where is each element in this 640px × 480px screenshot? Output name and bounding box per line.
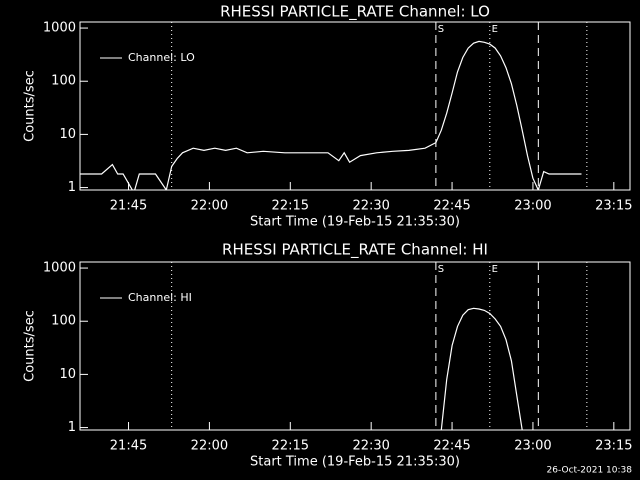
marker-label: S: [438, 264, 444, 275]
y-tick-label: 10: [59, 127, 76, 142]
y-tick-label: 10: [59, 367, 76, 382]
data-line: [440, 307, 523, 430]
x-tick-label: 21:45: [110, 439, 147, 454]
y-tick-label: 1: [68, 420, 76, 435]
plot-frame: [79, 21, 631, 191]
chart-title: RHESSI PARTICLE_RATE Channel: LO: [220, 3, 490, 22]
plot-frame: [79, 261, 631, 431]
x-tick-label: 23:15: [595, 439, 632, 454]
x-tick-label: 22:15: [272, 439, 309, 454]
x-tick-label: 22:45: [433, 439, 470, 454]
x-tick-label: 22:15: [272, 199, 309, 214]
y-axis-label: Counts/sec: [23, 70, 38, 142]
legend-label: Channel: LO: [128, 51, 195, 64]
x-tick-label: 22:00: [191, 199, 228, 214]
y-tick-label: 100: [51, 74, 76, 89]
y-axis-label: Counts/sec: [23, 310, 38, 382]
data-line: [80, 40, 582, 190]
footer-timestamp: 26-Oct-2021 10:38: [547, 466, 633, 476]
x-tick-label: 22:30: [352, 199, 389, 214]
y-tick-label: 1000: [43, 21, 76, 36]
x-tick-label: 21:45: [110, 199, 147, 214]
marker-label: S: [438, 24, 444, 35]
marker-label: E: [492, 24, 498, 35]
x-tick-label: 23:00: [514, 199, 551, 214]
y-tick-label: 1: [68, 180, 76, 195]
x-axis-label: Start Time (19-Feb-15 21:35:30): [250, 455, 460, 470]
x-tick-label: 22:45: [433, 199, 470, 214]
y-tick-label: 100: [51, 314, 76, 329]
x-axis-label: Start Time (19-Feb-15 21:35:30): [250, 215, 460, 230]
chart-title: RHESSI PARTICLE_RATE Channel: HI: [222, 241, 488, 260]
legend-label: Channel: HI: [128, 291, 192, 304]
x-tick-label: 22:30: [352, 439, 389, 454]
marker-label: E: [492, 264, 498, 275]
x-tick-label: 23:00: [514, 439, 551, 454]
y-tick-label: 1000: [43, 261, 76, 276]
x-tick-label: 23:15: [595, 199, 632, 214]
x-tick-label: 22:00: [191, 439, 228, 454]
